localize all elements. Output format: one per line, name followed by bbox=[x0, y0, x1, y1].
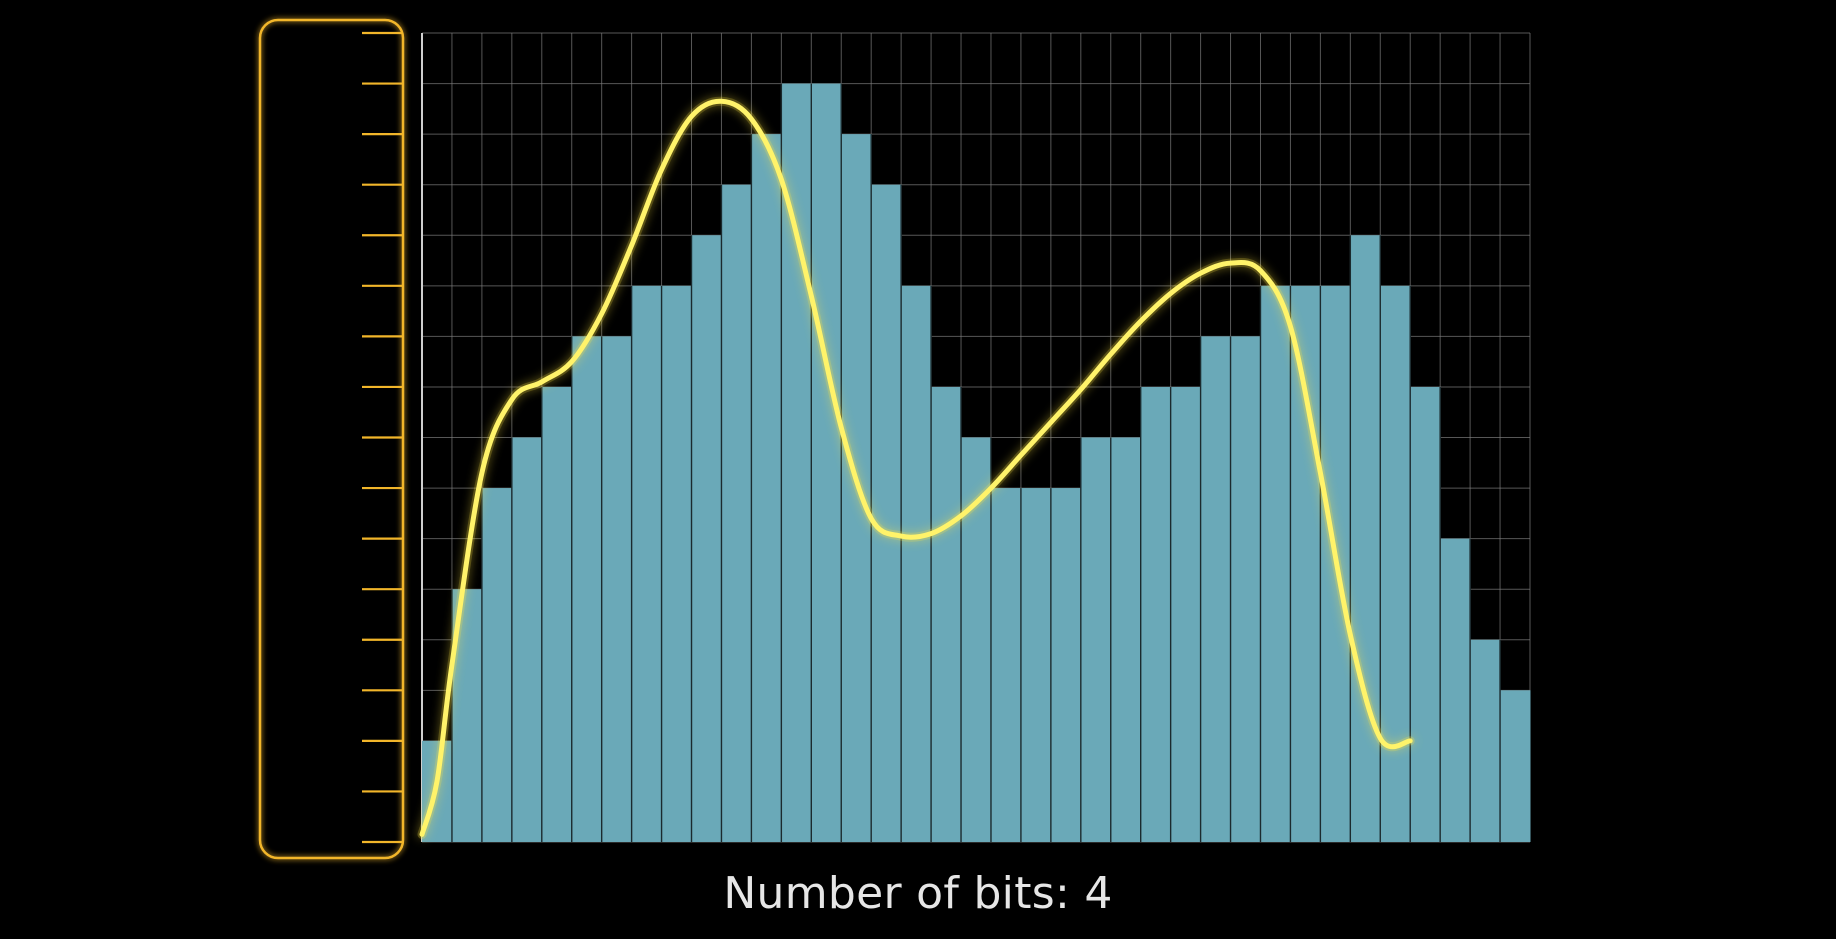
ruler-frame bbox=[258, 18, 405, 860]
histogram-bar bbox=[481, 488, 513, 842]
histogram-bar bbox=[1140, 386, 1172, 842]
histogram-bar bbox=[601, 336, 633, 842]
histogram-bar bbox=[541, 386, 573, 842]
histogram-bar bbox=[1260, 285, 1291, 842]
histogram-bar bbox=[1500, 690, 1531, 842]
signal-curve-line bbox=[419, 98, 1413, 837]
histogram-bar bbox=[1290, 285, 1321, 842]
histogram-bar bbox=[1110, 437, 1142, 842]
histogram-bar bbox=[511, 437, 543, 842]
histogram-bar bbox=[1350, 235, 1381, 842]
signal-curve bbox=[417, 96, 1415, 839]
histogram-bar bbox=[901, 285, 932, 842]
histogram-bar bbox=[1440, 538, 1471, 842]
histogram-bar bbox=[571, 336, 603, 842]
bit-depth-caption: Number of bits: 4 bbox=[723, 868, 1113, 919]
histogram-bar bbox=[1170, 386, 1202, 842]
histogram-bar bbox=[631, 285, 663, 842]
histogram-bar bbox=[811, 83, 842, 842]
histogram-bar bbox=[661, 285, 693, 842]
histogram-bar bbox=[1470, 639, 1501, 842]
histogram-bar bbox=[871, 184, 902, 842]
histogram-bar bbox=[931, 386, 962, 842]
histogram-bar bbox=[751, 134, 782, 842]
histogram-bar bbox=[990, 488, 1022, 842]
histogram-bar bbox=[721, 184, 752, 842]
histogram-bars bbox=[422, 83, 1531, 842]
histogram-bar bbox=[1380, 285, 1411, 842]
histogram-bar bbox=[1410, 386, 1441, 842]
bar-separators bbox=[451, 83, 1501, 842]
histogram-bar bbox=[1020, 488, 1052, 842]
histogram-bar bbox=[691, 235, 722, 842]
histogram-bar bbox=[1080, 437, 1112, 842]
histogram-bar bbox=[1050, 488, 1082, 842]
quantization-level-ruler bbox=[258, 18, 405, 860]
histogram-bar bbox=[1230, 336, 1261, 842]
histogram-bar bbox=[1200, 336, 1232, 842]
